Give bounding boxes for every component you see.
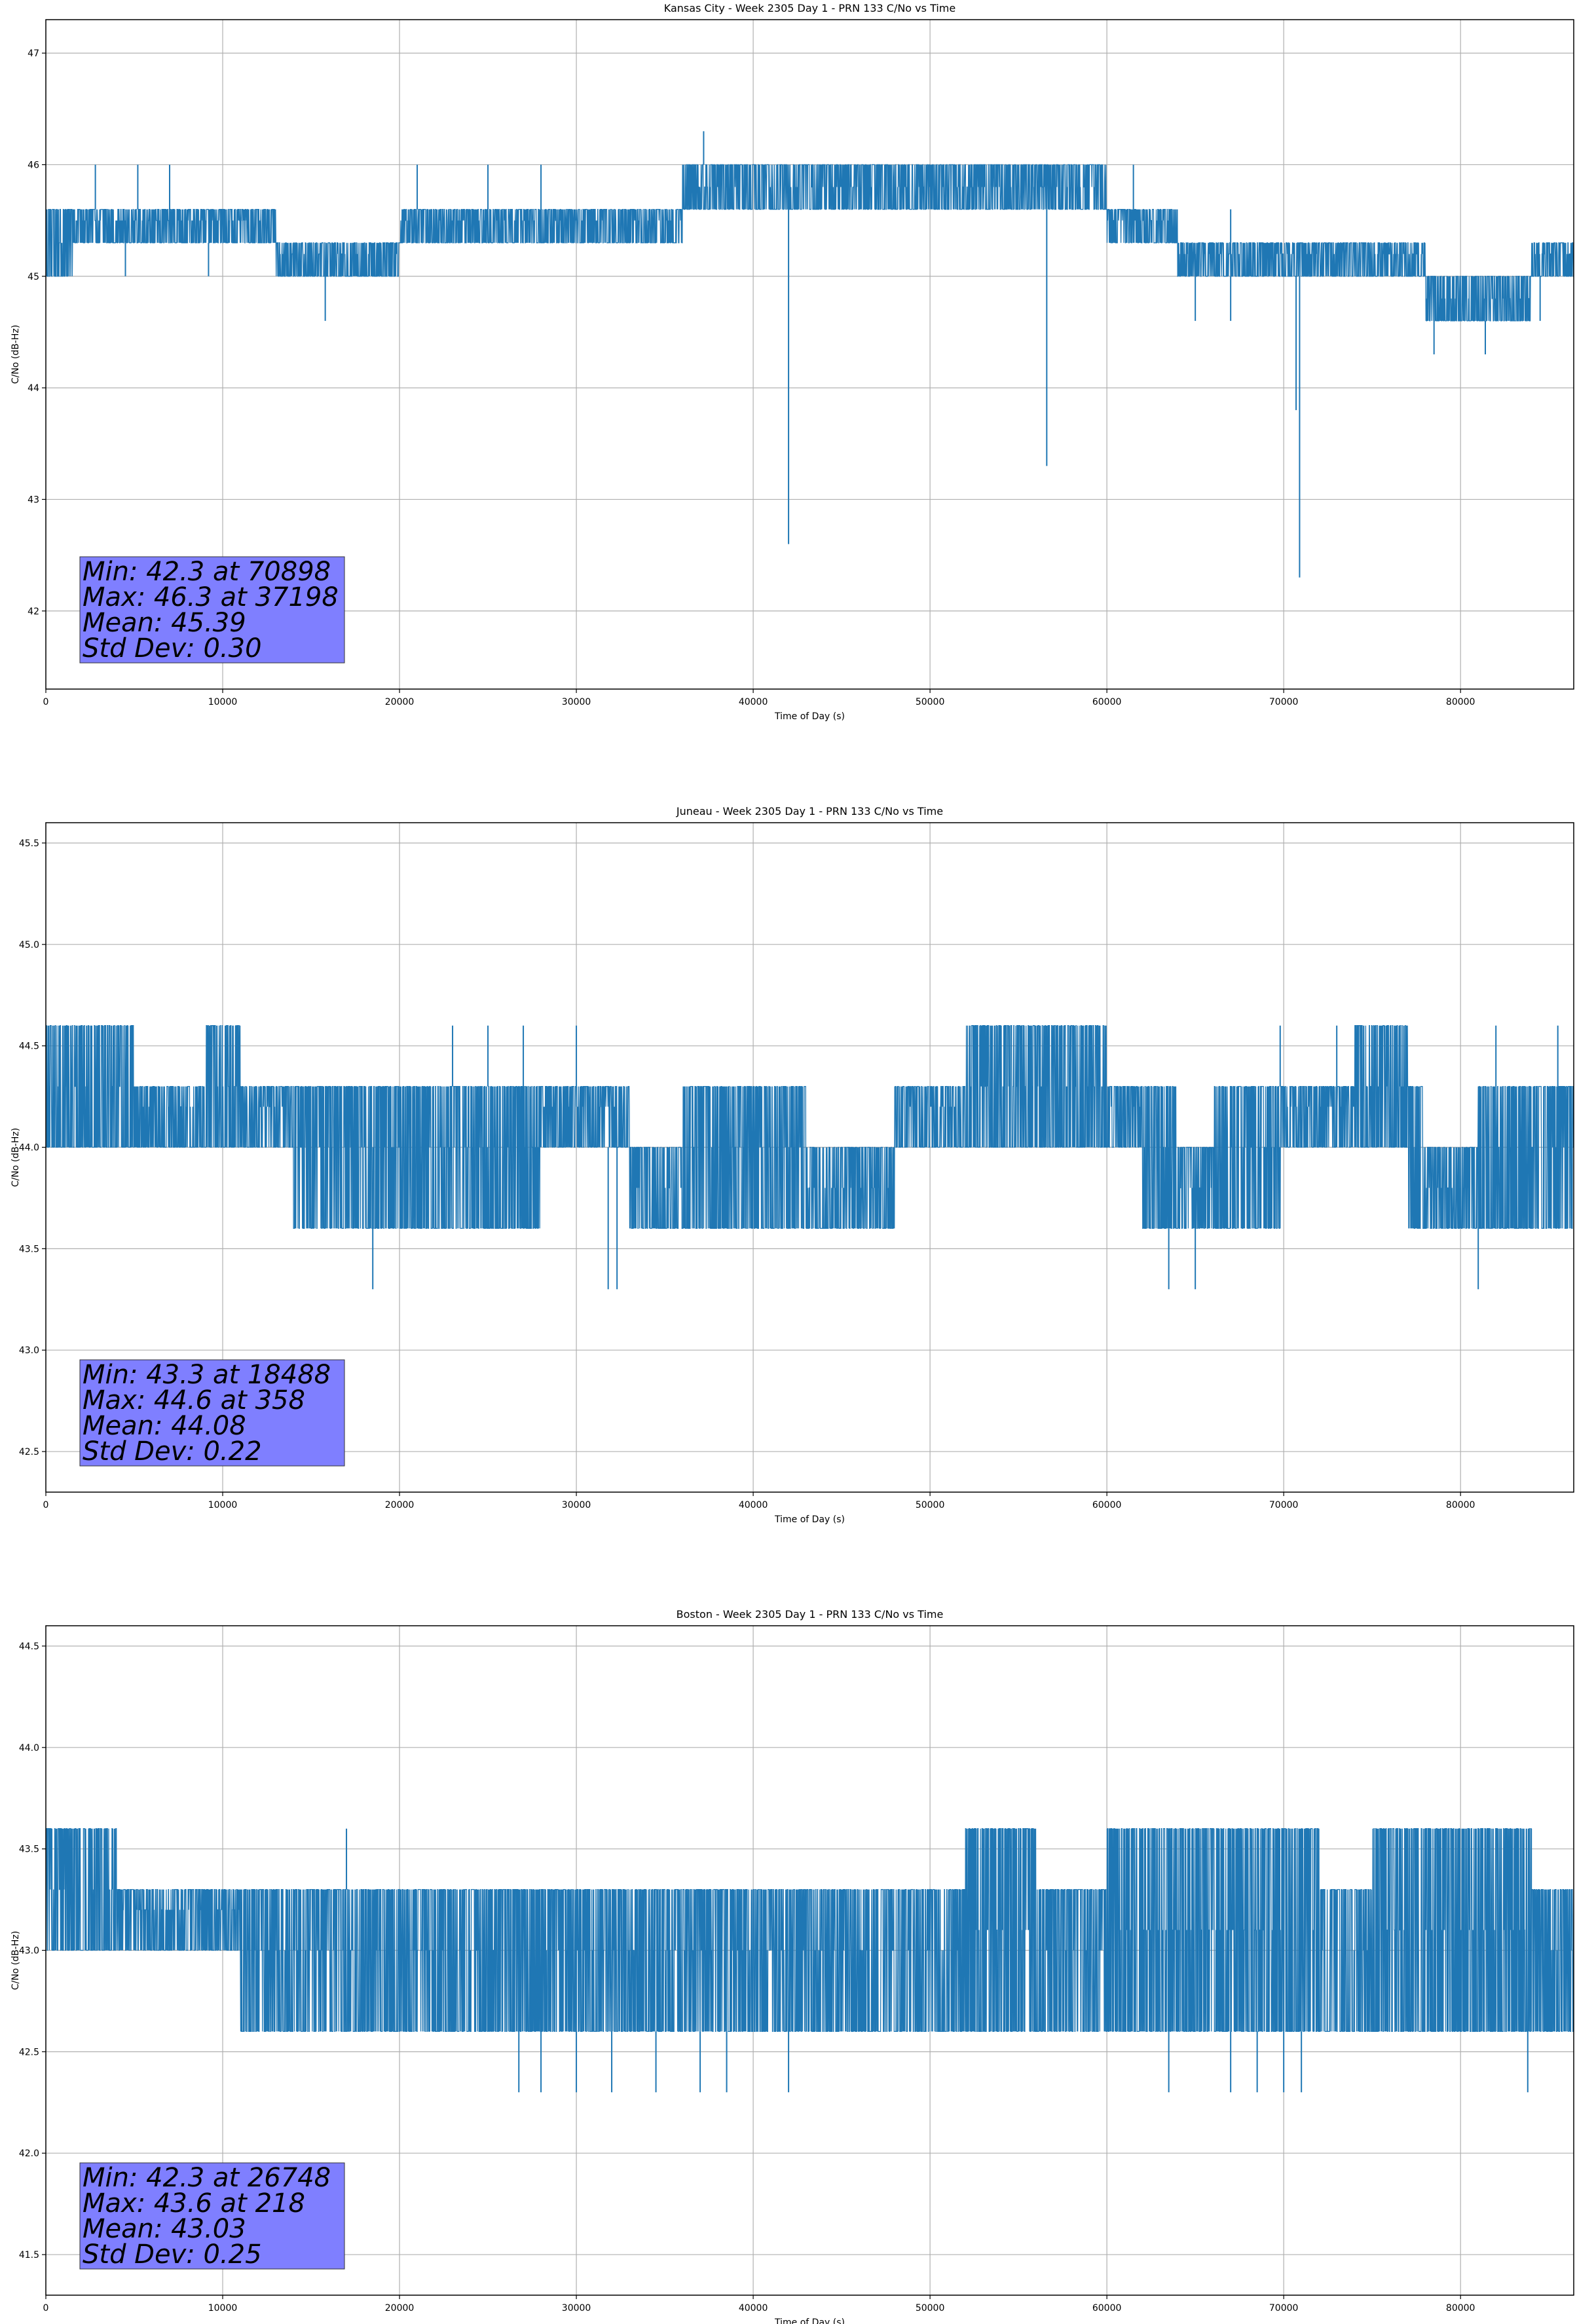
chart-title: Kansas City - Week 2305 Day 1 - PRN 133 … (664, 2, 955, 14)
stats-box (79, 2162, 345, 2270)
x-tick-label: 0 (43, 2303, 49, 2314)
x-tick-label: 0 (43, 1500, 49, 1510)
x-tick-label: 10000 (208, 2303, 238, 2314)
stats-line: Std Dev: 0.25 (83, 2240, 262, 2270)
x-tick-label: 80000 (1446, 1500, 1475, 1510)
x-tick-label: 20000 (385, 2303, 415, 2314)
y-tick-label: 46 (28, 160, 39, 170)
stats-line: Min: 43.3 at 18488 (83, 1360, 331, 1390)
y-tick-label: 44 (28, 383, 39, 394)
y-tick-label: 44.5 (19, 1041, 39, 1052)
y-tick-label: 43.0 (19, 1946, 39, 1957)
axes-frame (45, 1625, 1574, 2296)
x-tick-label: 30000 (562, 1500, 591, 1510)
x-tick-label: 50000 (916, 697, 945, 707)
stats-line: Mean: 43.03 (83, 2214, 246, 2244)
x-tick-label: 40000 (739, 1500, 768, 1510)
x-tick-label: 60000 (1092, 697, 1122, 707)
series-trace (46, 164, 1574, 322)
x-tick-label: 50000 (916, 2303, 945, 2314)
x-tick-label: 80000 (1446, 2303, 1475, 2314)
y-tick-label: 41.5 (19, 2250, 39, 2260)
x-axis-label: Time of Day (s) (774, 711, 845, 722)
x-tick-label: 70000 (1269, 1500, 1299, 1510)
stats-line: Max: 46.3 at 37198 (83, 582, 339, 612)
y-tick-label: 44.0 (19, 1143, 39, 1153)
y-tick-label: 42.5 (19, 2047, 39, 2057)
y-tick-label: 43.0 (19, 1345, 39, 1356)
stats-line: Min: 42.3 at 26748 (83, 2163, 331, 2193)
x-tick-label: 20000 (385, 1500, 415, 1510)
x-tick-label: 70000 (1269, 2303, 1299, 2314)
chart-title: Juneau - Week 2305 Day 1 - PRN 133 C/No … (676, 805, 943, 817)
y-tick-label: 42.5 (19, 1447, 39, 1457)
y-tick-label: 44.5 (19, 1641, 39, 1652)
y-tick-label: 47 (28, 48, 39, 59)
axes-frame (45, 19, 1574, 690)
stats-line: Max: 43.6 at 218 (83, 2188, 305, 2219)
y-tick-label: 45.0 (19, 940, 39, 950)
x-tick-label: 40000 (739, 697, 768, 707)
x-tick-label: 30000 (562, 697, 591, 707)
x-axis-label: Time of Day (s) (774, 1514, 845, 1525)
x-tick-label: 10000 (208, 697, 238, 707)
x-tick-label: 60000 (1092, 1500, 1122, 1510)
chart-panel: Juneau - Week 2305 Day 1 - PRN 133 C/No … (10, 805, 1574, 1525)
stats-box (79, 1359, 345, 1467)
stats-line: Std Dev: 0.30 (83, 633, 262, 664)
x-tick-label: 30000 (562, 2303, 591, 2314)
y-tick-label: 44.0 (19, 1743, 39, 1753)
axes-frame (45, 822, 1574, 1493)
chart-title: Boston - Week 2305 Day 1 - PRN 133 C/No … (677, 1608, 944, 1621)
chart-panel: Boston - Week 2305 Day 1 - PRN 133 C/No … (10, 1608, 1574, 2324)
x-tick-label: 10000 (208, 1500, 238, 1510)
x-tick-label: 70000 (1269, 697, 1299, 707)
x-tick-label: 40000 (739, 2303, 768, 2314)
y-tick-label: 45.5 (19, 838, 39, 849)
stats-line: Mean: 45.39 (83, 608, 246, 638)
x-tick-label: 0 (43, 697, 49, 707)
stats-line: Min: 42.3 at 70898 (83, 557, 331, 587)
y-axis-label: C/No (dB-Hz) (10, 1931, 21, 1990)
x-axis-label: Time of Day (s) (774, 2317, 845, 2324)
stats-line: Std Dev: 0.22 (83, 1436, 262, 1467)
x-tick-label: 20000 (385, 697, 415, 707)
stats-box (79, 556, 345, 664)
y-tick-label: 42.0 (19, 2148, 39, 2159)
x-tick-label: 80000 (1446, 697, 1475, 707)
x-tick-label: 60000 (1092, 2303, 1122, 2314)
y-tick-label: 43.5 (19, 1845, 39, 1855)
y-axis-label: C/No (dB-Hz) (10, 325, 21, 384)
y-axis-label: C/No (dB-Hz) (10, 1128, 21, 1187)
x-tick-label: 50000 (916, 1500, 945, 1510)
stats-line: Mean: 44.08 (83, 1411, 246, 1441)
series-trace (46, 1828, 1574, 2033)
y-tick-label: 45 (28, 272, 39, 282)
y-tick-label: 43.5 (19, 1244, 39, 1254)
chart-panel: Kansas City - Week 2305 Day 1 - PRN 133 … (10, 2, 1574, 722)
series-trace (46, 1025, 1574, 1229)
y-tick-label: 42 (28, 607, 39, 617)
y-tick-label: 43 (28, 495, 39, 505)
stats-line: Max: 44.6 at 358 (83, 1385, 305, 1415)
